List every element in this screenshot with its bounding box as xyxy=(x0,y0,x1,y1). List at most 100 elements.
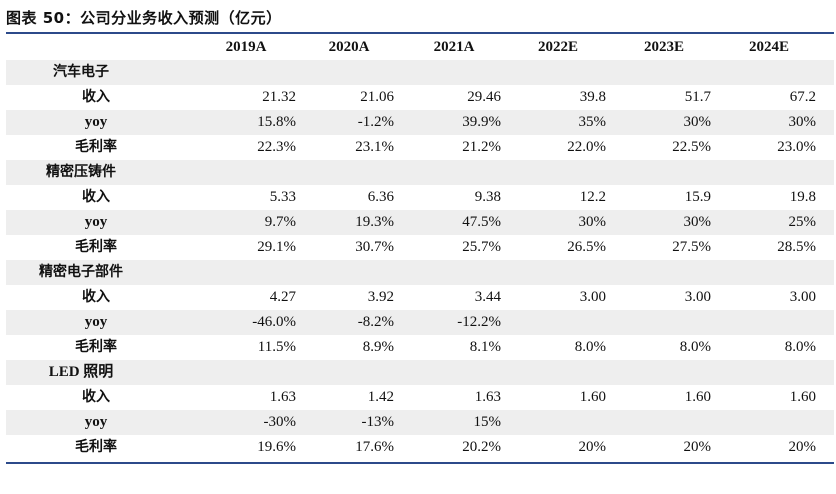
table-group-row: 精密电子部件 xyxy=(6,260,834,285)
table-cell: 20.2% xyxy=(462,439,501,455)
table-row: yoy -46.0% -8.2% -12.2% xyxy=(6,310,834,335)
table-cell xyxy=(294,360,394,385)
column-header: 2019A xyxy=(225,39,267,55)
table-cell xyxy=(196,60,296,85)
metric-label: 毛利率 xyxy=(75,339,117,355)
table-cell: 12.2 xyxy=(579,189,606,205)
table-cell: 22.5% xyxy=(672,139,711,155)
table-cell: 4.27 xyxy=(269,289,296,305)
table-row: yoy 9.7% 19.3% 47.5% 30% 30% 25% xyxy=(6,210,834,235)
table-cell xyxy=(506,310,606,335)
table-cell: 1.60 xyxy=(579,389,606,405)
table-cell: 27.5% xyxy=(672,239,711,255)
table-row: 收入 4.27 3.92 3.44 3.00 3.00 3.00 xyxy=(6,285,834,310)
table-row: 收入 5.33 6.36 9.38 12.2 15.9 19.8 xyxy=(6,185,834,210)
metric-label: yoy xyxy=(84,314,108,330)
table-cell: 23.0% xyxy=(777,139,816,155)
table-cell: 3.92 xyxy=(367,289,394,305)
table-cell: 25% xyxy=(788,214,817,230)
metric-label: yoy xyxy=(84,214,108,230)
table-cell: -1.2% xyxy=(357,114,394,130)
table-cell: 8.0% xyxy=(679,339,711,355)
table-cell: 8.0% xyxy=(784,339,816,355)
table-cell: 51.7 xyxy=(684,89,711,105)
table-cell: 3.00 xyxy=(684,289,711,305)
table-cell: 35% xyxy=(578,114,607,130)
table-cell: 9.38 xyxy=(474,189,501,205)
table-cell: 21.32 xyxy=(262,89,296,105)
revenue-forecast-table: 2019A 2020A 2021A 2022E 2023E 2024E 汽车电子… xyxy=(6,35,834,460)
table-cell xyxy=(506,60,606,85)
table-cell: 47.5% xyxy=(462,214,501,230)
segment-label: 汽车电子 xyxy=(53,64,109,80)
table-cell: 1.60 xyxy=(684,389,711,405)
table-cell: 30% xyxy=(683,114,712,130)
table-cell xyxy=(611,260,711,285)
table-cell: 30.7% xyxy=(355,239,394,255)
column-header: 2021A xyxy=(433,39,475,55)
table-cell xyxy=(611,360,711,385)
metric-label: yoy xyxy=(84,114,108,130)
table-row: 收入 1.63 1.42 1.63 1.60 1.60 1.60 xyxy=(6,385,834,410)
table-cell: 19.3% xyxy=(355,214,394,230)
segment-label: 精密压铸件 xyxy=(46,164,116,180)
table-cell: 5.33 xyxy=(269,189,296,205)
table-cell: 23.1% xyxy=(355,139,394,155)
metric-label: 毛利率 xyxy=(75,239,117,255)
table-cell xyxy=(611,160,711,185)
table-cell xyxy=(611,410,711,435)
table-body: 汽车电子 收入 21.32 21.06 29.46 39.8 51.7 67.2 yoy 15.8… xyxy=(6,60,834,460)
table-cell: 1.60 xyxy=(789,389,816,405)
table-cell xyxy=(611,310,711,335)
metric-label: 收入 xyxy=(82,389,110,405)
table-cell: 11.5% xyxy=(257,339,296,355)
table-cell: 17.6% xyxy=(355,439,394,455)
table-cell: 22.3% xyxy=(257,139,296,155)
table-cell: 1.63 xyxy=(269,389,296,405)
table-row: 毛利率 19.6% 17.6% 20.2% 20% 20% 20% xyxy=(6,435,834,460)
table-cell: 3.44 xyxy=(474,289,501,305)
segment-label: 精密电子部件 xyxy=(39,264,123,280)
table-cell xyxy=(196,160,296,185)
table-cell: -13% xyxy=(361,414,395,430)
table-cell: 15% xyxy=(473,414,502,430)
metric-label: 毛利率 xyxy=(75,139,117,155)
table-row: 收入 21.32 21.06 29.46 39.8 51.7 67.2 xyxy=(6,85,834,110)
table-cell xyxy=(401,160,501,185)
bottom-rule xyxy=(6,462,834,464)
table-row: 毛利率 29.1% 30.7% 25.7% 26.5% 27.5% 28.5% xyxy=(6,235,834,260)
table-cell: 39.8 xyxy=(579,89,606,105)
table-cell xyxy=(716,60,816,85)
table-cell: 6.36 xyxy=(367,189,394,205)
table-cell: 67.2 xyxy=(789,89,816,105)
table-cell: 15.8% xyxy=(257,114,296,130)
table-cell: 22.0% xyxy=(567,139,606,155)
metric-label: 毛利率 xyxy=(75,439,117,455)
table-cell: 3.00 xyxy=(579,289,606,305)
column-header: 2022E xyxy=(537,39,578,55)
table-cell xyxy=(506,160,606,185)
table-cell xyxy=(196,360,296,385)
segment-label: LED 照明 xyxy=(48,364,114,380)
table-header-row: 2019A 2020A 2021A 2022E 2023E 2024E xyxy=(6,35,834,60)
table-row: 毛利率 11.5% 8.9% 8.1% 8.0% 8.0% 8.0% xyxy=(6,335,834,360)
table-cell xyxy=(196,260,296,285)
table-row: yoy 15.8% -1.2% 39.9% 35% 30% 30% xyxy=(6,110,834,135)
table-cell: 15.9 xyxy=(684,189,711,205)
table-cell xyxy=(716,360,816,385)
table-cell xyxy=(716,160,816,185)
table-cell: 29.1% xyxy=(257,239,296,255)
table-cell: 26.5% xyxy=(567,239,606,255)
table-group-row: LED 照明 xyxy=(6,360,834,385)
table-cell: -30% xyxy=(263,414,297,430)
table-cell: 28.5% xyxy=(777,239,816,255)
column-header: 2020A xyxy=(328,39,370,55)
table-row: yoy -30% -13% 15% xyxy=(6,410,834,435)
table-cell: 1.63 xyxy=(474,389,501,405)
table-title: 图表 50：公司分业务收入预测（亿元） xyxy=(6,9,282,27)
top-rule xyxy=(6,32,834,34)
metric-label: 收入 xyxy=(82,89,110,105)
metric-label: 收入 xyxy=(82,189,110,205)
table-cell: -46.0% xyxy=(252,314,296,330)
table-cell: -8.2% xyxy=(357,314,394,330)
